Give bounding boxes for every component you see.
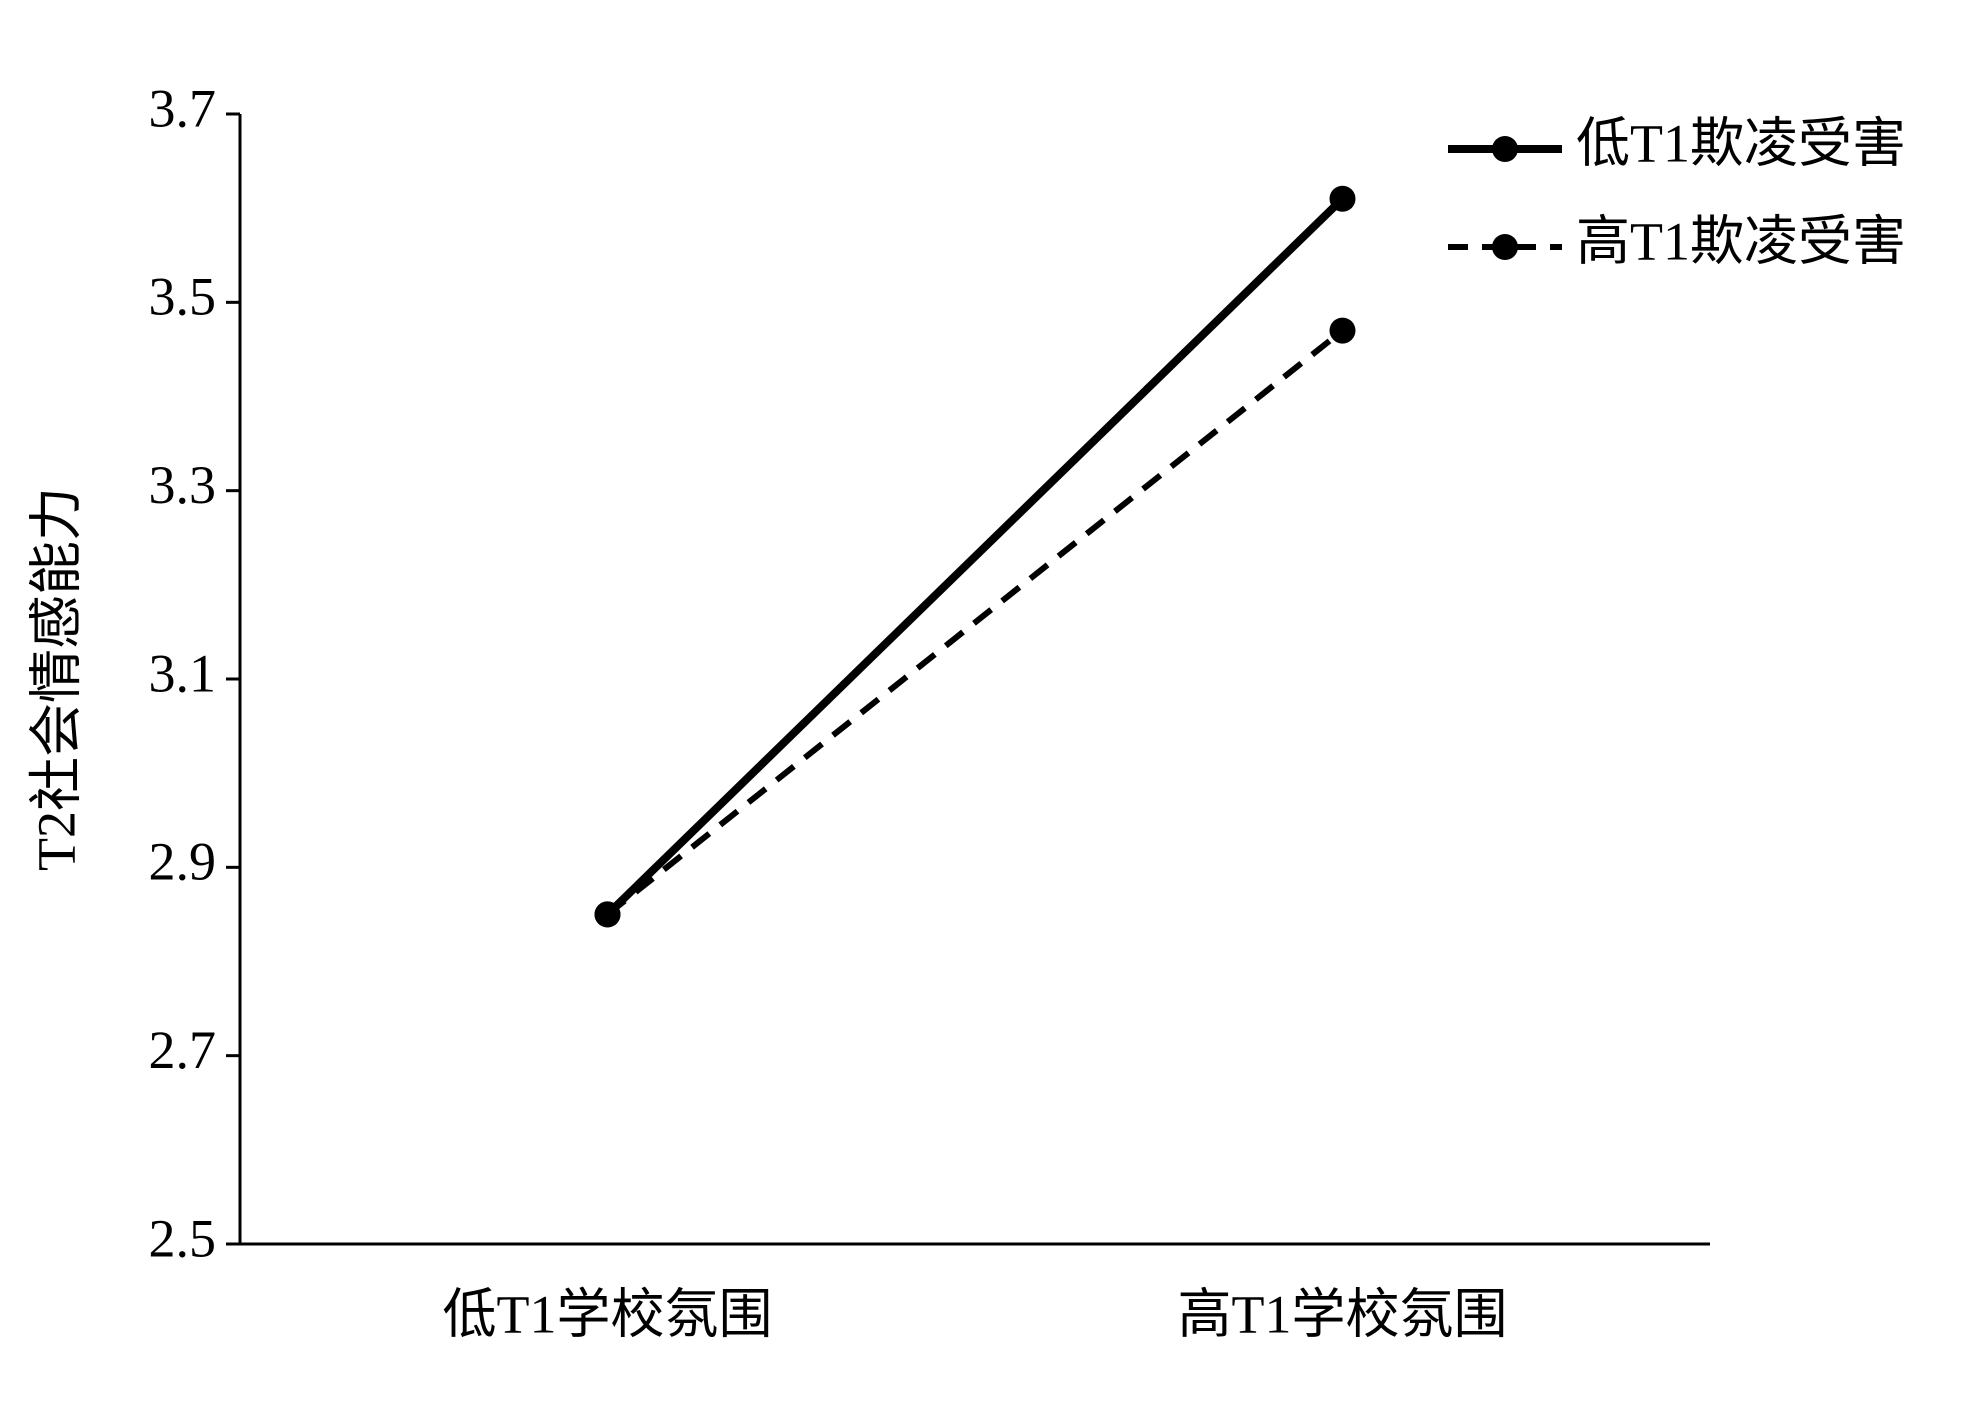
legend-marker — [1492, 136, 1518, 162]
legend-label: 低T1欺凌受害 — [1576, 113, 1906, 173]
series-line — [605, 328, 1345, 917]
data-point — [1329, 317, 1356, 344]
y-tick-label: 3.3 — [149, 455, 217, 515]
x-tick-label: 低T1学校氛围 — [443, 1284, 773, 1344]
series-line — [604, 195, 1346, 918]
legend-label: 高T1欺凌受害 — [1576, 211, 1906, 271]
y-tick-label: 3.7 — [149, 78, 217, 138]
y-tick-label: 2.7 — [149, 1020, 217, 1080]
y-tick-label: 3.1 — [149, 643, 217, 703]
y-tick-label: 2.5 — [149, 1208, 217, 1268]
data-point — [594, 901, 621, 928]
legend-marker — [1492, 234, 1518, 260]
x-tick-label: 高T1学校氛围 — [1178, 1284, 1508, 1344]
y-axis-label: T2社会情感能力 — [26, 487, 86, 871]
y-tick-label: 3.5 — [149, 267, 217, 327]
y-tick-label: 2.9 — [149, 832, 217, 892]
data-point — [1329, 185, 1356, 212]
